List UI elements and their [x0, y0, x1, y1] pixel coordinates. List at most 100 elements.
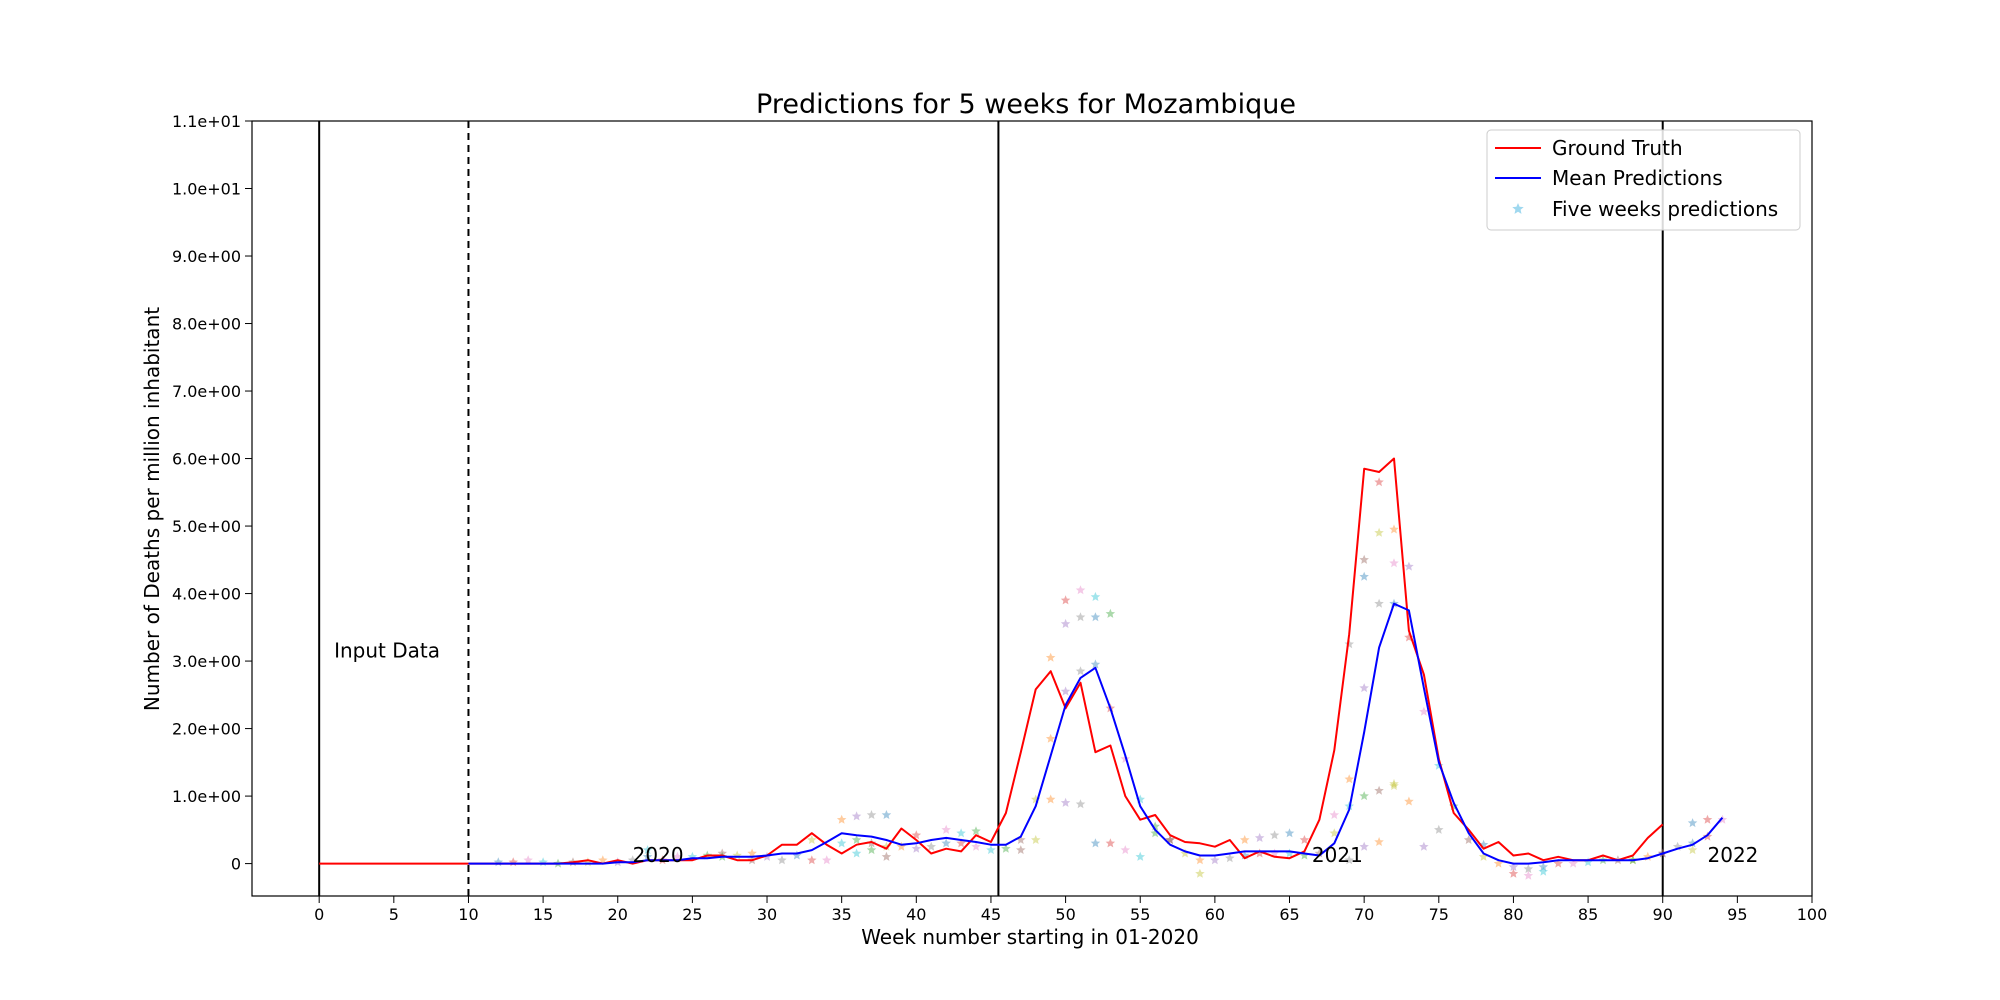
prediction-point	[1329, 828, 1340, 838]
prediction-point	[941, 838, 951, 848]
prediction-point	[1240, 835, 1250, 844]
x-axis-title: Week number starting in 01-2020	[861, 925, 1199, 949]
series-line-mean-predictions	[468, 602, 1724, 865]
x-tick-label: 50	[1055, 905, 1075, 924]
legend-star-marker	[1512, 203, 1524, 214]
five-week-prediction-points	[493, 477, 1728, 880]
prediction-point	[1090, 591, 1101, 601]
prediction-point	[1105, 838, 1116, 848]
prediction-point	[1060, 618, 1071, 628]
x-tick-label: 20	[608, 905, 628, 924]
x-tick-label: 55	[1130, 905, 1150, 924]
prediction-point	[896, 841, 907, 851]
prediction-point	[1210, 855, 1220, 865]
x-tick-label: 30	[757, 905, 777, 924]
prediction-point	[1538, 866, 1548, 876]
series-line-ground-truth	[319, 457, 1664, 865]
legend-box	[1486, 129, 1801, 231]
prediction-point	[866, 810, 877, 819]
prediction-point	[1553, 858, 1563, 868]
prediction-point	[1016, 845, 1026, 855]
prediction-point	[1299, 835, 1310, 844]
chart-annotations: Input Data 2020 2021 2022	[334, 639, 1758, 868]
x-tick-label: 15	[533, 905, 553, 924]
prediction-point	[1434, 824, 1444, 834]
prediction-point	[1016, 835, 1026, 844]
prediction-point	[1344, 774, 1354, 784]
prediction-point	[1374, 598, 1384, 608]
y-tick-label: 1.1e+01	[172, 112, 241, 131]
y-tick-label: 3.0e+00	[172, 652, 241, 671]
prediction-point	[1269, 830, 1280, 840]
prediction-point	[1120, 845, 1131, 855]
x-tick-label: 0	[314, 905, 324, 924]
prediction-point	[1389, 524, 1399, 534]
prediction-point	[523, 855, 533, 865]
prediction-point	[1105, 608, 1116, 618]
prediction-point	[881, 810, 892, 819]
x-axis: 0 5 10 15 20 25 30 35 40 45 50 55 60 65 70 75 80 85 90 95 10…	[314, 896, 1827, 924]
prediction-point	[851, 811, 862, 821]
series-lines	[319, 457, 1724, 865]
prediction-point	[1374, 477, 1384, 487]
prediction-point	[1090, 659, 1101, 669]
prediction-point	[1687, 818, 1698, 828]
annotation-text: 2021	[1312, 843, 1363, 867]
prediction-point	[1060, 797, 1071, 807]
prediction-point	[1493, 858, 1504, 868]
prediction-point	[493, 857, 504, 867]
prediction-point	[1508, 862, 1519, 871]
x-tick-label: 5	[389, 905, 399, 924]
prediction-point	[1090, 838, 1101, 848]
prediction-point	[1389, 778, 1399, 788]
prediction-point	[1419, 841, 1429, 851]
prediction-point	[836, 838, 847, 848]
prediction-point	[1702, 814, 1713, 824]
y-tick-label: 1.0e+01	[172, 180, 241, 199]
prediction-point	[1359, 554, 1369, 564]
prediction-point	[1523, 870, 1534, 880]
y-tick-label: 7.0e+00	[172, 382, 241, 401]
x-tick-label: 100	[1797, 905, 1828, 924]
y-tick-label: 4.0e+00	[172, 585, 241, 604]
prediction-point	[926, 841, 936, 851]
y-tick-label: 2.0e+00	[172, 720, 241, 739]
prediction-point	[1359, 571, 1369, 581]
y-tick-label: 5.0e+00	[172, 517, 241, 536]
prediction-point	[1478, 851, 1489, 861]
x-tick-label: 25	[682, 905, 702, 924]
chart-title: Predictions for 5 weeks for Mozambique	[756, 89, 1296, 120]
y-tick-label: 1.0e+00	[172, 787, 241, 806]
prediction-point	[1389, 558, 1399, 568]
prediction-point	[792, 850, 802, 860]
prediction-point	[1583, 857, 1593, 867]
prediction-point	[1180, 848, 1190, 858]
prediction-point	[1284, 828, 1295, 838]
x-tick-label: 45	[981, 905, 1001, 924]
x-tick-label: 60	[1205, 905, 1225, 924]
prediction-point	[1359, 683, 1369, 693]
x-tick-label: 65	[1279, 905, 1299, 924]
prediction-point	[1508, 868, 1519, 878]
prediction-point	[1075, 612, 1086, 622]
y-axis-title: Number of Deaths per million inhabitant	[140, 307, 164, 711]
prediction-point	[508, 857, 518, 867]
prediction-point	[807, 835, 817, 844]
legend-swatch-five-week-predictions	[1512, 203, 1524, 214]
prediction-point	[1687, 845, 1698, 855]
prediction-point	[1568, 858, 1578, 868]
x-tick-label: 75	[1429, 905, 1449, 924]
prediction-point	[851, 848, 862, 858]
prediction-point	[1135, 851, 1145, 861]
prediction-point	[1001, 843, 1011, 853]
prediction-point	[1523, 864, 1534, 873]
legend: Ground Truth Mean Predictions Five weeks…	[1486, 129, 1801, 231]
x-tick-label: 35	[831, 905, 851, 924]
prediction-point	[866, 845, 877, 855]
prediction-point	[1389, 781, 1399, 790]
x-tick-label: 85	[1578, 905, 1598, 924]
prediction-point	[1150, 828, 1160, 838]
x-tick-label: 70	[1354, 905, 1374, 924]
prediction-point	[1404, 561, 1414, 571]
prediction-point	[1225, 853, 1235, 863]
